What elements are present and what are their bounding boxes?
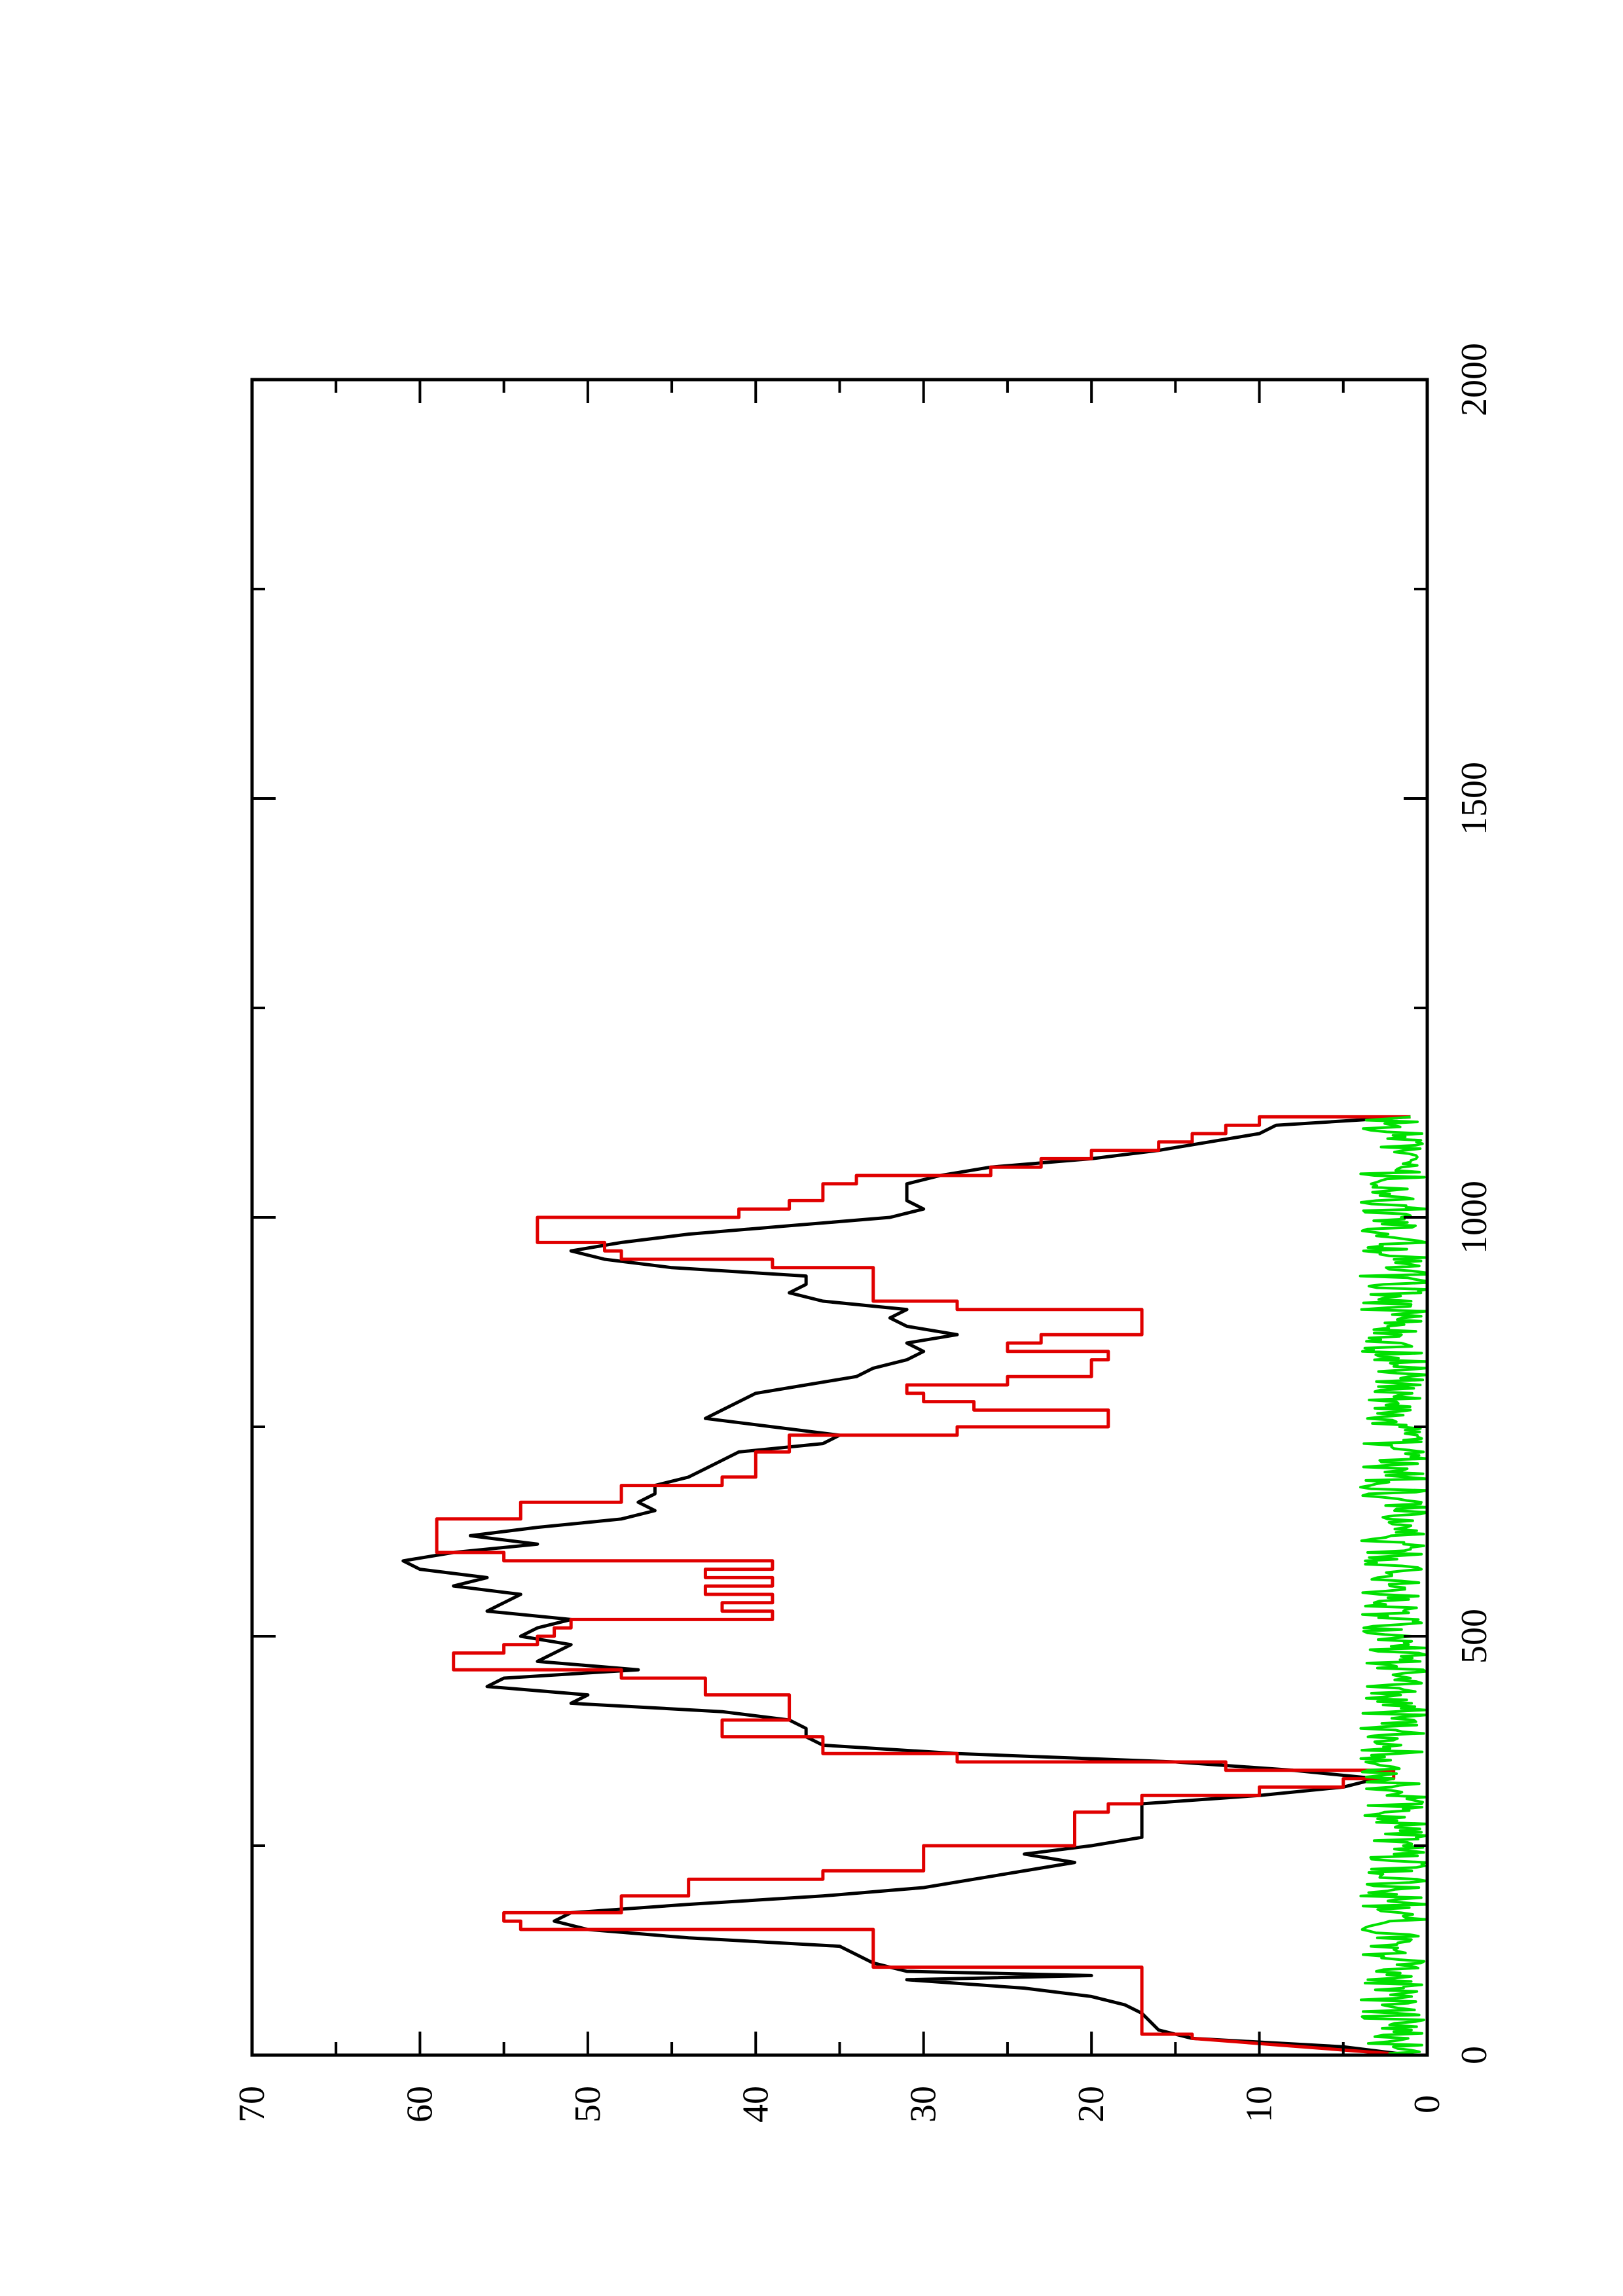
- axis-ticks: [251, 378, 1429, 2056]
- y-tick-label: 30: [903, 2086, 944, 2123]
- x-tick-label: 1000: [1454, 1181, 1495, 1254]
- y-tick-label: 60: [399, 2086, 440, 2123]
- y-tick-label: 50: [568, 2086, 608, 2123]
- y-tick-label: 0: [1407, 2095, 1448, 2113]
- x-tick-label: 1500: [1454, 762, 1495, 835]
- y-tick-label: 10: [1239, 2086, 1280, 2123]
- y-tick-label: 20: [1071, 2086, 1112, 2123]
- x-tick-label: 0: [1454, 2046, 1495, 2064]
- x-tick-label: 500: [1454, 1609, 1495, 1664]
- tick-labels: 0 500 1000 1500 2000 0 10 20 30 40 50 60 70: [232, 343, 1495, 2123]
- series-black-line: [401, 1115, 1411, 2057]
- series-red-line: [435, 1115, 1411, 2057]
- y-tick-label: 70: [232, 2086, 272, 2123]
- y-tick-label: 40: [735, 2086, 776, 2123]
- x-tick-label: 2000: [1454, 343, 1495, 416]
